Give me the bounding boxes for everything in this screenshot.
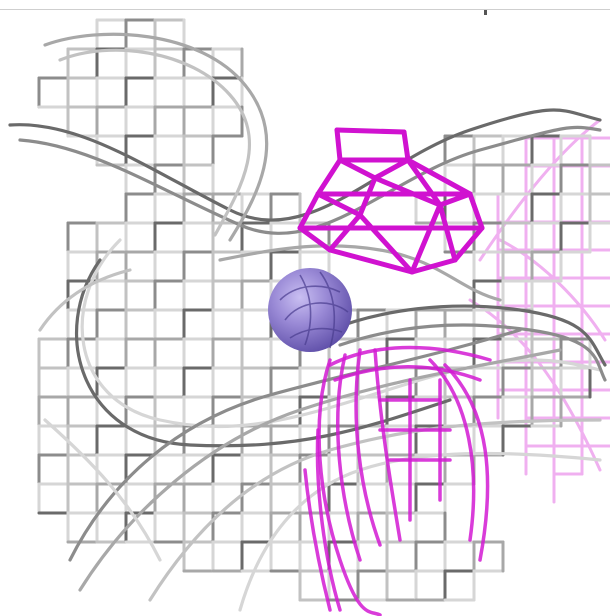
ion-sphere bbox=[268, 268, 352, 352]
magenta-density-cap bbox=[297, 127, 485, 275]
magenta-density-lower bbox=[303, 345, 492, 616]
viewer-top-border bbox=[0, 9, 610, 10]
gray-density-mesh bbox=[8, 18, 610, 612]
viewer-top-marker bbox=[484, 10, 487, 15]
